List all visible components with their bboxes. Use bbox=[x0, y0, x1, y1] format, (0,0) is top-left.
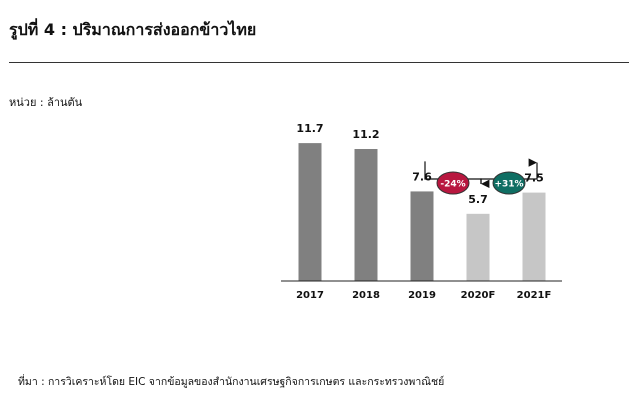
bar-2020F bbox=[466, 213, 490, 281]
category-label-2021F: 2021F bbox=[517, 290, 552, 301]
change-badge-label-2: +31% bbox=[494, 180, 523, 190]
value-label-2021F: 7.5 bbox=[524, 172, 544, 185]
bar-2019 bbox=[410, 191, 434, 281]
value-label-2019: 7.6 bbox=[412, 170, 432, 183]
category-label-2017: 2017 bbox=[296, 290, 324, 301]
title-divider bbox=[9, 62, 629, 63]
value-label-2017: 11.7 bbox=[296, 122, 323, 135]
category-label-2018: 2018 bbox=[352, 290, 380, 301]
change-badge-label-1: -24% bbox=[440, 180, 465, 190]
bar-2021F bbox=[522, 192, 546, 281]
bar-2017 bbox=[298, 143, 322, 281]
bar-2018 bbox=[354, 149, 378, 281]
change-badge-2 bbox=[492, 171, 526, 195]
category-label-2019: 2019 bbox=[408, 290, 436, 301]
unit-label: หน่วย : ล้านตัน bbox=[9, 96, 83, 109]
page-title: รูปที่ 4 : ปริมาณการส่งออกข้าวไทย bbox=[9, 20, 257, 39]
change-badge-1 bbox=[436, 171, 470, 195]
value-label-2020F: 5.7 bbox=[468, 193, 488, 206]
source-note: ที่มา : การวิเคราะห์โดย EIC จากข้อมูลของ… bbox=[18, 376, 445, 388]
category-label-2020F: 2020F bbox=[461, 290, 496, 301]
value-label-2018: 11.2 bbox=[352, 128, 379, 141]
